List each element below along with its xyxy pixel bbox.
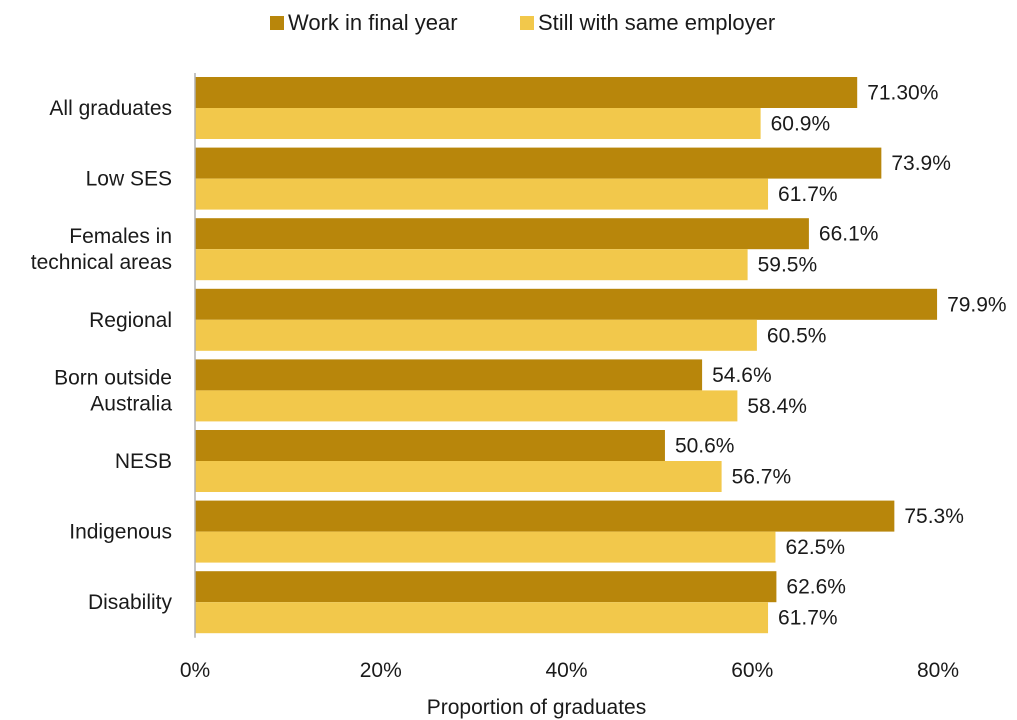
- bar-same-employer: [195, 249, 748, 281]
- bar-work-final-year: [195, 288, 938, 320]
- bar-work-final-year: [195, 147, 882, 179]
- bar-same-employer: [195, 531, 776, 563]
- bar-same-employer: [195, 602, 769, 634]
- data-label: 50.6%: [675, 435, 735, 458]
- data-label: 56.7%: [732, 466, 792, 489]
- data-label: 58.4%: [747, 395, 807, 418]
- legend-label-1: Work in final year: [288, 10, 458, 35]
- data-label: 62.6%: [786, 576, 846, 599]
- data-label: 54.6%: [712, 364, 772, 387]
- bar-same-employer: [195, 178, 769, 210]
- legend-label-2: Still with same employer: [538, 10, 775, 35]
- category-label: Indigenous: [69, 521, 172, 544]
- category-label: Females in technical areas: [31, 225, 172, 274]
- bar-work-final-year: [195, 359, 703, 391]
- legend-swatch-2: [520, 16, 534, 30]
- bar-same-employer: [195, 319, 757, 351]
- bar-work-final-year: [195, 77, 858, 108]
- data-labels: 71.30% 60.9% 73.9% 61.7% 66.1%59.5% 79.9% 60.5…: [675, 82, 1007, 630]
- data-label: 79.9%: [947, 293, 1007, 316]
- legend: Work in final year Still with same employ…: [270, 10, 775, 35]
- bar-same-employer: [195, 108, 761, 139]
- data-label: 60.9%: [771, 113, 831, 136]
- data-label: 66.1%: [819, 223, 879, 246]
- category-label: All graduates: [49, 97, 172, 120]
- category-label: NESB: [115, 450, 172, 473]
- x-tick-label: 0%: [180, 659, 210, 682]
- bar-work-final-year: [195, 500, 895, 532]
- bar-same-employer: [195, 390, 738, 422]
- bar-work-final-year: [195, 430, 665, 461]
- data-label: 60.5%: [767, 324, 827, 347]
- x-axis-tick-labels: 0% 20% 40% 60% 80%: [180, 659, 959, 682]
- category-labels: All graduates Low SES Females in technical …: [31, 97, 173, 614]
- data-label: 71.30%: [867, 82, 938, 105]
- data-label: 61.7%: [778, 183, 838, 206]
- bar-same-employer: [195, 461, 722, 492]
- bar-work-final-year: [195, 218, 809, 250]
- legend-swatch-1: [270, 16, 284, 30]
- data-label: 59.5%: [758, 254, 818, 277]
- x-tick-label: 40%: [545, 659, 587, 682]
- category-label: Born outside Australia: [54, 366, 172, 415]
- data-label: 73.9%: [891, 152, 951, 175]
- data-label: 61.7%: [778, 607, 838, 630]
- x-tick-label: 60%: [731, 659, 773, 682]
- x-tick-label: 80%: [917, 659, 959, 682]
- bars: [195, 77, 938, 634]
- category-label: Regional: [89, 309, 172, 332]
- x-tick-label: 20%: [360, 659, 402, 682]
- data-label: 62.5%: [785, 536, 845, 559]
- x-axis-title: Proportion of graduates: [427, 696, 646, 719]
- category-label: Low SES: [86, 168, 172, 191]
- category-label: Disability: [88, 591, 173, 614]
- data-label: 75.3%: [904, 505, 964, 528]
- bar-work-final-year: [195, 571, 777, 603]
